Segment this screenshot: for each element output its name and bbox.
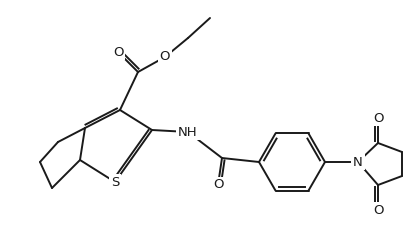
- Text: O: O: [113, 45, 123, 59]
- Text: O: O: [373, 112, 383, 124]
- Text: N: N: [353, 156, 363, 168]
- Text: O: O: [373, 204, 383, 217]
- Text: S: S: [111, 175, 119, 189]
- Text: O: O: [160, 51, 170, 63]
- Text: NH: NH: [178, 126, 198, 138]
- Text: O: O: [213, 179, 223, 191]
